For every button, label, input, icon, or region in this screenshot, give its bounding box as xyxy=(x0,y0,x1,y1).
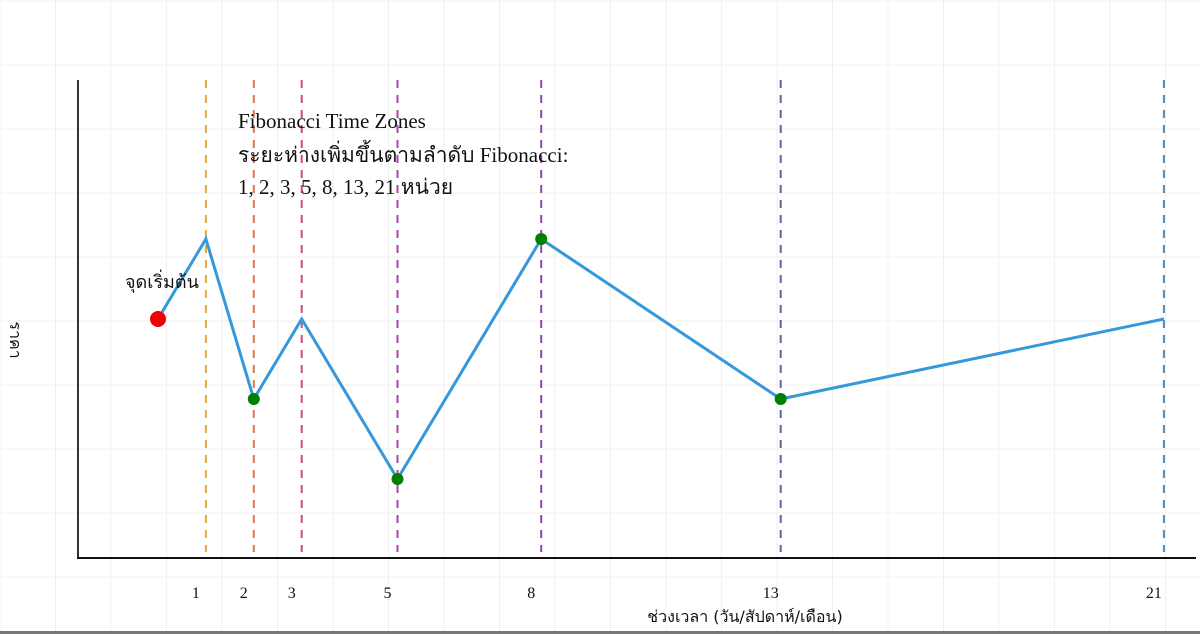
x-tick-label: 2 xyxy=(240,585,248,602)
markers xyxy=(150,233,787,485)
x-tick-label: 5 xyxy=(384,585,392,602)
x-tick-labels: 1 2 3 5 8 13 21 xyxy=(192,585,1162,602)
highlight-point xyxy=(247,393,260,405)
x-axis-label: ช่วงเวลา (วัน/สัปดาห์/เดือน) xyxy=(647,607,842,626)
highlight-point xyxy=(535,233,548,245)
bottom-border xyxy=(0,631,1200,634)
start-point xyxy=(150,311,166,327)
highlight-point xyxy=(774,393,787,405)
x-tick-label: 3 xyxy=(288,585,296,602)
x-tick-label: 13 xyxy=(763,585,779,602)
annotation-line-1: Fibonacci Time Zones xyxy=(238,109,426,133)
y-axis-label: ราคา xyxy=(6,321,25,358)
annotation-line-2: ระยะห่างเพิ่มขึ้นตามลำดับ Fibonacci: xyxy=(238,140,568,167)
x-tick-label: 1 xyxy=(192,585,200,602)
highlight-point xyxy=(391,473,404,485)
price-line xyxy=(156,235,1165,482)
x-tick-label: 21 xyxy=(1146,585,1162,602)
x-tick-label: 8 xyxy=(527,585,535,602)
annotation-line-3: 1, 2, 3, 5, 8, 13, 21 หน่วย xyxy=(238,175,453,199)
start-label: จุดเริ่มต้น xyxy=(125,269,199,293)
